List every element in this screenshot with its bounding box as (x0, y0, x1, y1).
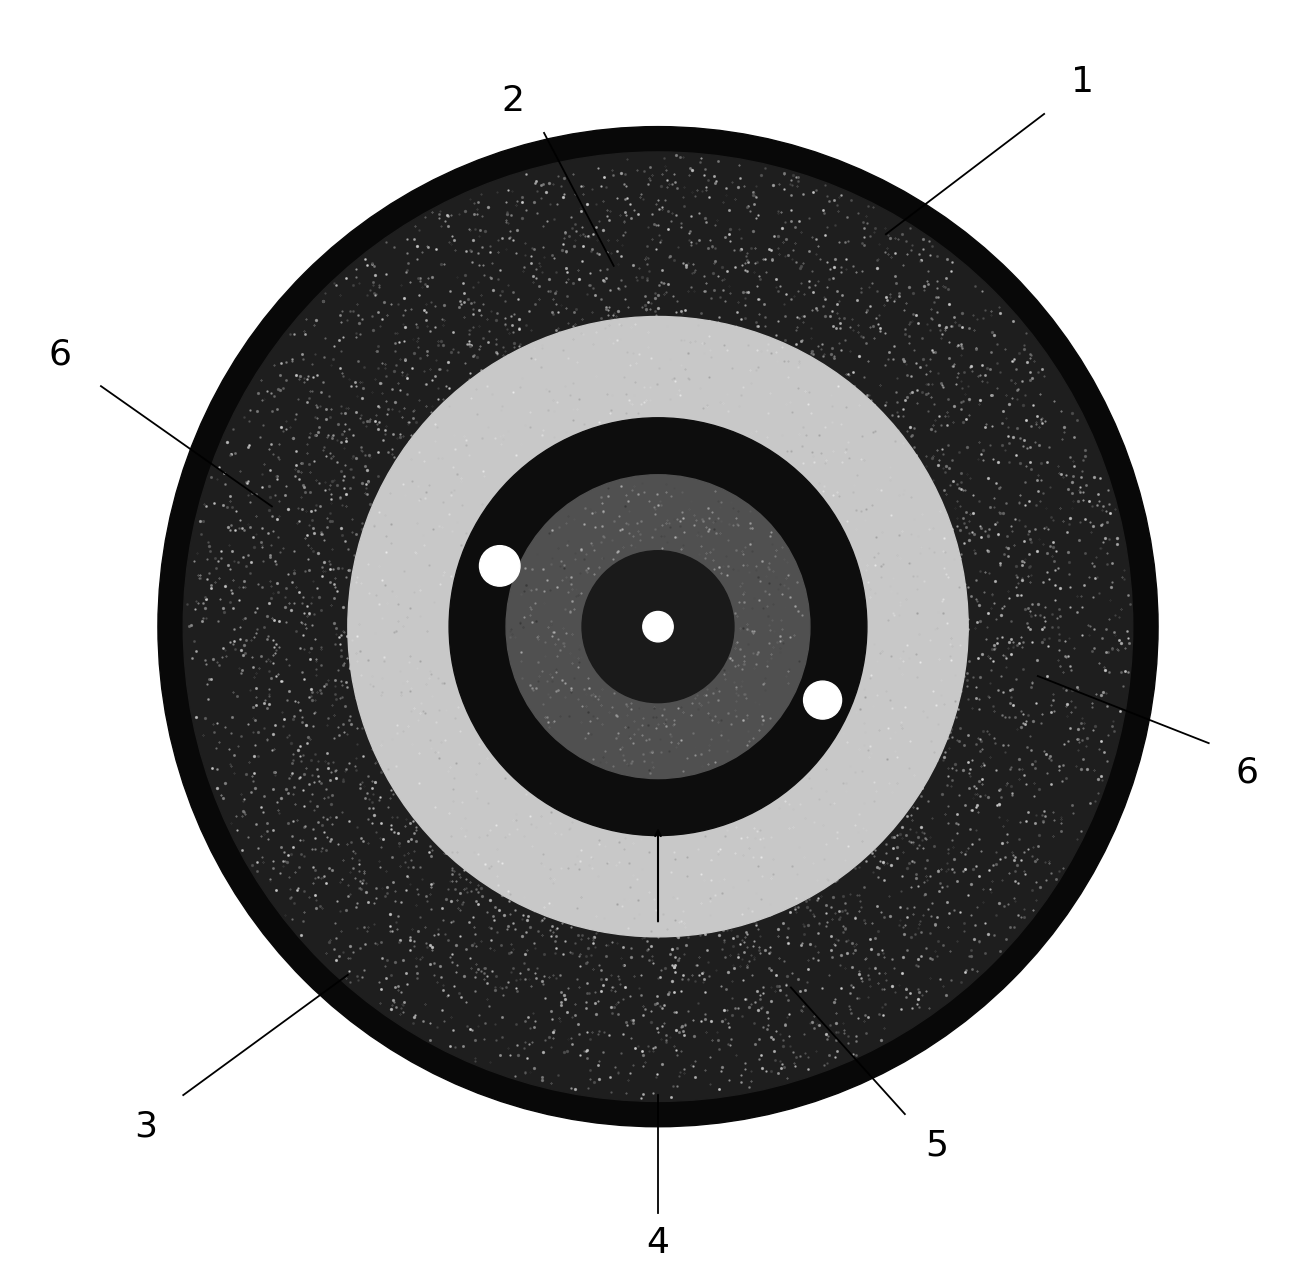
Circle shape (347, 316, 969, 937)
Text: 4: 4 (646, 1227, 670, 1260)
Circle shape (158, 127, 1158, 1127)
Circle shape (183, 152, 1133, 1101)
Text: 6: 6 (1236, 756, 1258, 789)
Text: 5: 5 (925, 1129, 948, 1162)
Text: 6: 6 (49, 338, 72, 371)
Circle shape (449, 418, 867, 836)
Circle shape (507, 475, 809, 779)
Text: 1: 1 (1071, 66, 1094, 99)
Text: 3: 3 (134, 1110, 157, 1143)
Text: 2: 2 (501, 85, 524, 118)
Circle shape (804, 681, 841, 719)
Circle shape (479, 546, 520, 586)
Circle shape (642, 611, 674, 642)
Circle shape (582, 551, 734, 703)
